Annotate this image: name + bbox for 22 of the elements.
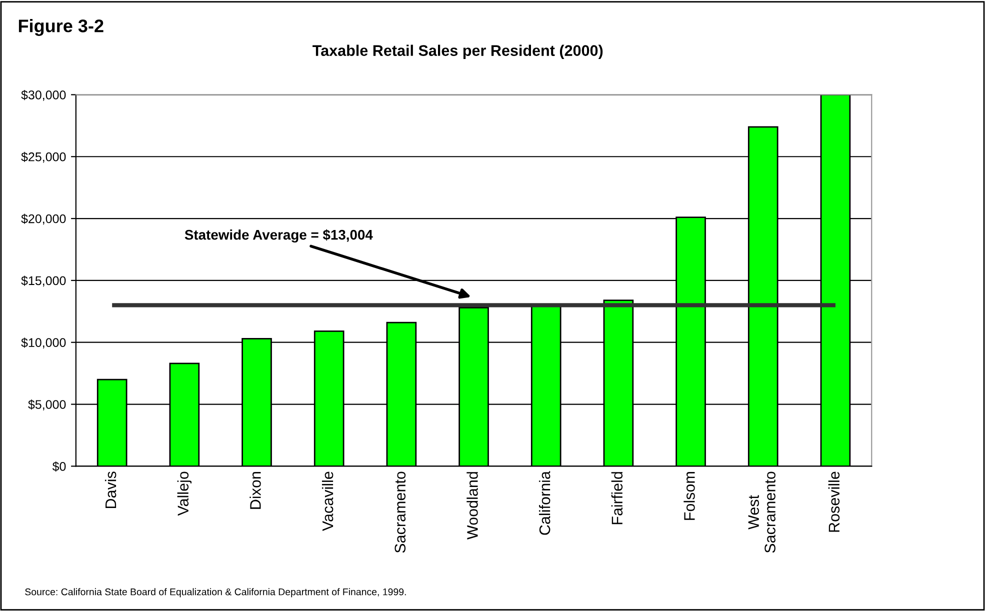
caption: Figure 3-2 (18, 19, 104, 36)
x-tick-label: Vallejo (177, 472, 192, 516)
y-tick-label: $5,000 (28, 400, 66, 410)
y-tick-label: $30,000 (21, 90, 66, 101)
x-tick-label: California (538, 471, 550, 535)
x-tick-label: Fairfield (611, 472, 623, 524)
x-tick-label: Vacaville (322, 472, 334, 531)
y-tick-label: $20,000 (21, 214, 66, 225)
x-tick-label: Sacramento (394, 472, 406, 553)
x-tick-label: Davis (104, 472, 116, 508)
y-tick-label: $25,000 (21, 152, 66, 163)
x-tick-label: Roseville (828, 472, 840, 532)
y-tick-label: $15,000 (21, 276, 66, 287)
chart-title: Taxable Retail Sales per Resident (2000) (312, 44, 603, 59)
annotation: Statewide Average = $13,004 (184, 229, 373, 243)
y-tick-label: $10,000 (21, 338, 66, 348)
x-tick-label: West Sacramento (748, 472, 776, 553)
source-note: Source: California State Board of Equalization & California Department of Finance, 1999. (25, 588, 406, 598)
x-tick-label: Dixon (250, 472, 261, 509)
x-tick-label: Folsom (684, 472, 695, 520)
y-tick-label: $0 (52, 461, 66, 472)
x-tick-label: Woodland (466, 472, 478, 540)
